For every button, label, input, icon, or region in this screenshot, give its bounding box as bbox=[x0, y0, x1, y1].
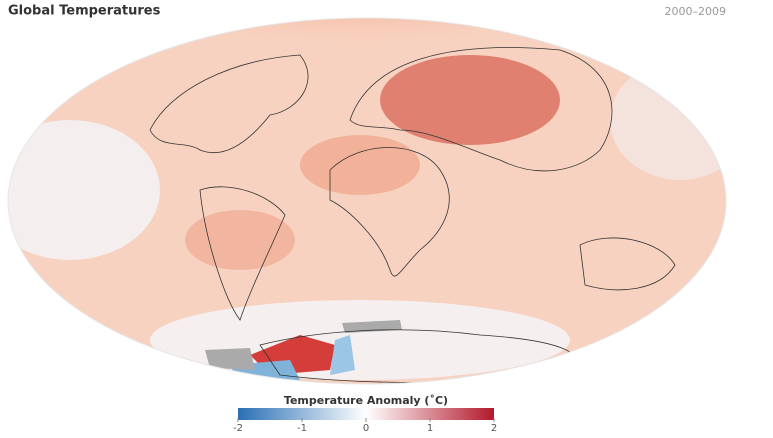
title: Global Temperatures bbox=[8, 4, 161, 19]
legend-title: Temperature Anomaly (˚C) bbox=[284, 394, 448, 407]
globe-edge bbox=[7, 17, 727, 385]
tick-label: -2 bbox=[233, 423, 243, 434]
globe bbox=[8, 18, 726, 384]
tick-label: 2 bbox=[491, 423, 497, 434]
tick-label: 0 bbox=[363, 423, 369, 434]
tick-label: 1 bbox=[427, 423, 433, 434]
period: 2000–2009 bbox=[665, 5, 727, 18]
tick-label: -1 bbox=[297, 423, 307, 434]
colorbar bbox=[238, 408, 494, 420]
